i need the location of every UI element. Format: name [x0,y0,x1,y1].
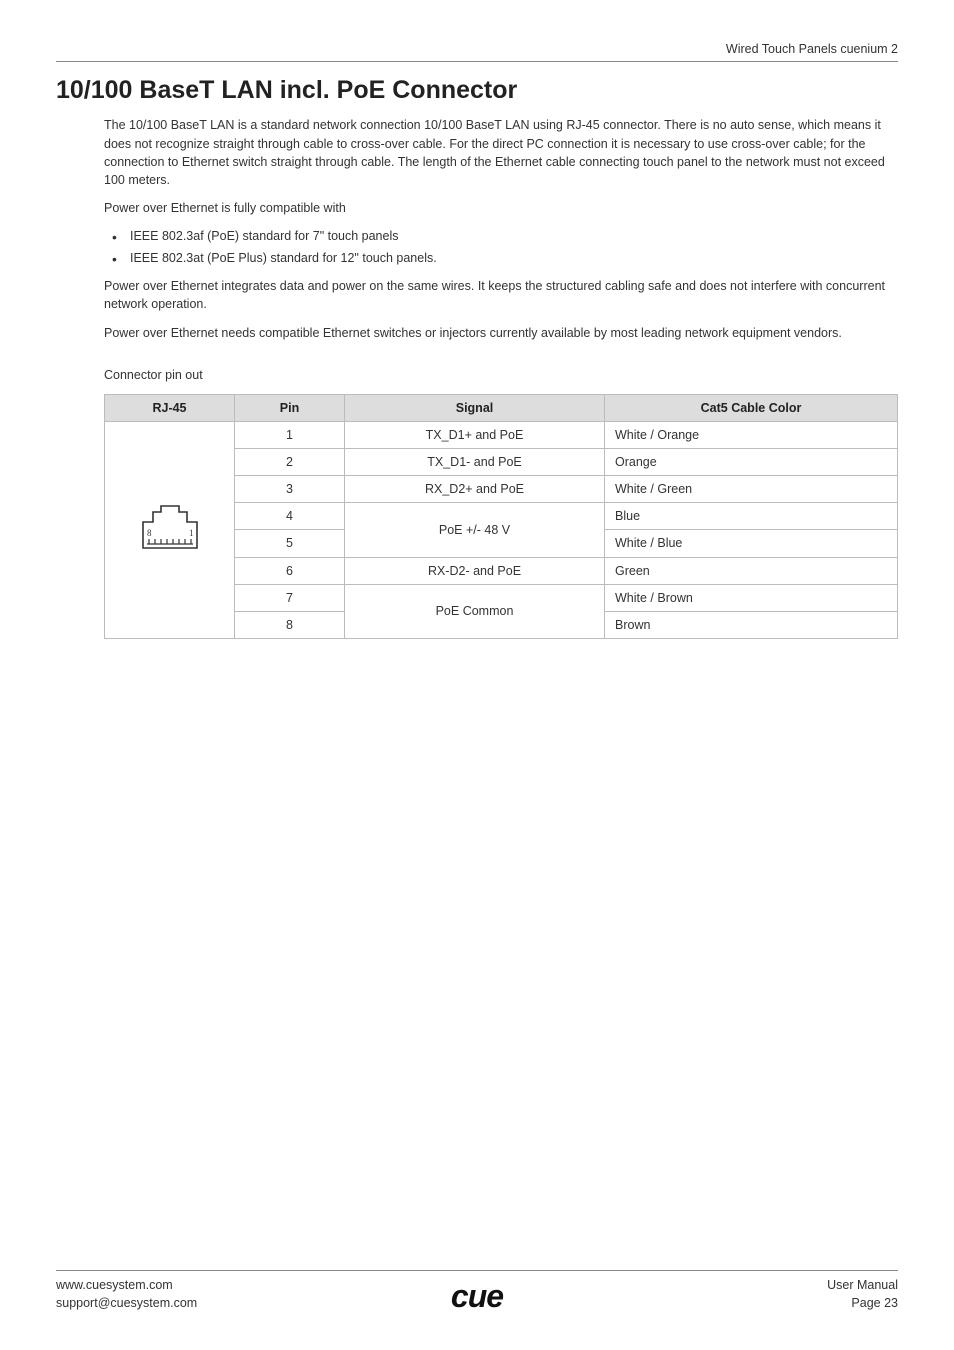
rj45-connector-cell: 8 1 [105,421,235,638]
paragraph-compat: Power over Ethernet is fully compatible … [104,199,898,217]
footer-email: support@cuesystem.com [56,1294,197,1312]
cell-pin: 1 [235,421,345,448]
cell-pin: 5 [235,530,345,557]
cell-color: Brown [605,611,898,638]
cell-color: Blue [605,503,898,530]
cell-signal: TX_D1+ and PoE [345,421,605,448]
paragraph-integrates: Power over Ethernet integrates data and … [104,277,898,313]
rj45-pin1-label: 1 [189,528,194,538]
footer-left: www.cuesystem.com support@cuesystem.com [56,1276,197,1312]
table-row: 8 1 1 TX_D1+ and PoE White / Orange [105,421,898,448]
cell-color: Orange [605,449,898,476]
paragraph-intro: The 10/100 BaseT LAN is a standard netwo… [104,116,898,189]
header-product-line: Wired Touch Panels cuenium 2 [56,40,898,62]
cell-signal: RX-D2- and PoE [345,557,605,584]
page-footer: www.cuesystem.com support@cuesystem.com … [56,1270,898,1312]
cell-signal: RX_D2+ and PoE [345,476,605,503]
list-item: IEEE 802.3at (PoE Plus) standard for 12"… [104,249,898,267]
cell-pin: 6 [235,557,345,584]
paragraph-switches: Power over Ethernet needs compatible Eth… [104,324,898,342]
cell-signal-merged: PoE +/- 48 V [345,503,605,557]
cell-pin: 2 [235,449,345,476]
footer-page-number: Page 23 [827,1294,898,1312]
cell-pin: 7 [235,584,345,611]
cell-signal: TX_D1- and PoE [345,449,605,476]
th-signal: Signal [345,394,605,421]
cell-signal-merged: PoE Common [345,584,605,638]
th-rj45: RJ-45 [105,394,235,421]
cell-pin: 8 [235,611,345,638]
footer-doc-title: User Manual [827,1276,898,1294]
table-header-row: RJ-45 Pin Signal Cat5 Cable Color [105,394,898,421]
footer-logo: cue [451,1273,503,1319]
cell-color: White / Orange [605,421,898,448]
list-item: IEEE 802.3af (PoE) standard for 7" touch… [104,227,898,245]
cell-pin: 4 [235,503,345,530]
cell-pin: 3 [235,476,345,503]
content-block: The 10/100 BaseT LAN is a standard netwo… [56,116,898,639]
footer-website: www.cuesystem.com [56,1276,197,1294]
table-caption: Connector pin out [104,366,898,384]
standards-list: IEEE 802.3af (PoE) standard for 7" touch… [104,227,898,267]
page-title: 10/100 BaseT LAN incl. PoE Connector [56,72,898,108]
cue-logo: cue [451,1278,503,1314]
footer-right: User Manual Page 23 [827,1276,898,1312]
th-pin: Pin [235,394,345,421]
th-color: Cat5 Cable Color [605,394,898,421]
cell-color: White / Blue [605,530,898,557]
cell-color: Green [605,557,898,584]
pinout-table: RJ-45 Pin Signal Cat5 Cable Color [104,394,898,639]
rj45-pin8-label: 8 [147,528,152,538]
rj45-connector-icon: 8 1 [137,502,203,552]
cell-color: White / Brown [605,584,898,611]
cell-color: White / Green [605,476,898,503]
